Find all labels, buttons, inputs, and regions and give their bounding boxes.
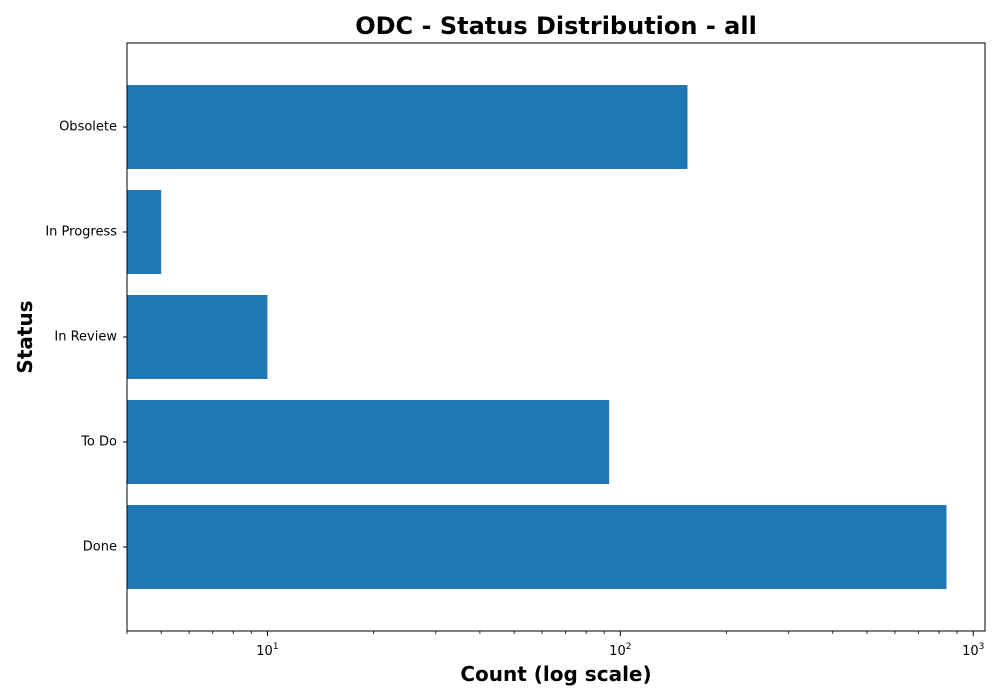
bars-layer: [127, 85, 947, 589]
bar-in-review: [127, 295, 268, 379]
y-tick-label-obsolete: Obsolete: [59, 120, 117, 135]
x-tick-exponent: 3: [979, 642, 985, 652]
x-tick-label: 103: [962, 642, 984, 659]
x-axis-label: Count (log scale): [460, 662, 651, 686]
x-tick-base: 10: [962, 644, 979, 659]
y-tick-label-in-progress: In Progress: [45, 225, 117, 240]
x-tick-base: 10: [609, 644, 626, 659]
x-tick-exponent: 2: [626, 642, 632, 652]
chart-title: ODC - Status Distribution - all: [355, 12, 757, 40]
bar-done: [127, 505, 947, 589]
y-axis-label: Status: [13, 300, 37, 373]
y-tick-label-to-do: To Do: [80, 435, 117, 450]
y-axis-ticks: Done To Do In Review In Progress Obsolete: [45, 120, 127, 555]
bar-to-do: [127, 400, 610, 484]
x-axis-ticks: 101 102 103: [126, 631, 984, 659]
y-tick-label-in-review: In Review: [54, 330, 117, 345]
x-tick-label: 102: [609, 642, 631, 659]
x-tick-label: 101: [256, 642, 278, 659]
y-tick-label-done: Done: [83, 540, 117, 555]
bar-obsolete: [127, 85, 688, 169]
x-tick-exponent: 1: [273, 642, 279, 652]
bar-in-progress: [127, 190, 162, 274]
x-tick-base: 10: [256, 644, 273, 659]
